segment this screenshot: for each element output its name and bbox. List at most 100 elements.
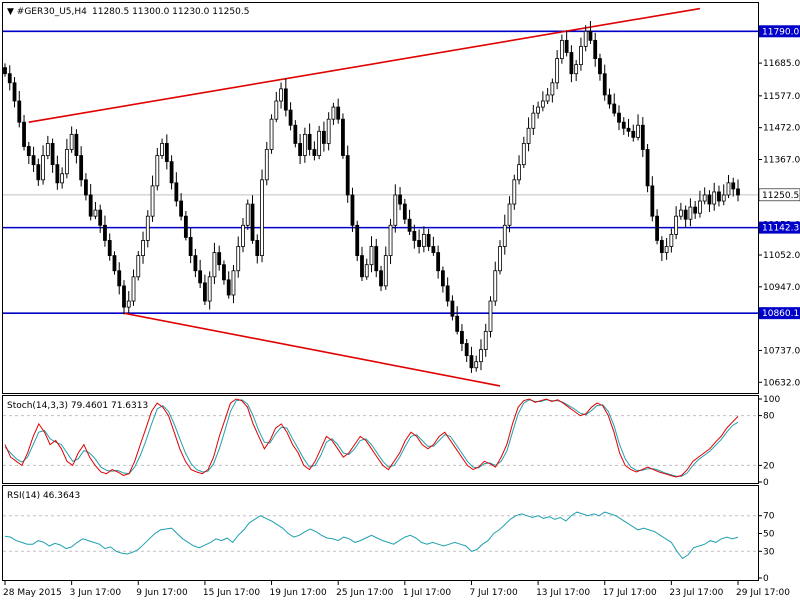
candle-body xyxy=(307,133,312,150)
candle-body xyxy=(474,361,479,369)
symbol-label[interactable]: ▼ #GER30_U5,H4 xyxy=(7,7,87,17)
candle-body xyxy=(50,143,55,166)
candle-body xyxy=(702,194,707,202)
candle-body xyxy=(417,240,421,247)
candle-body xyxy=(79,155,84,181)
candle-body xyxy=(650,185,655,217)
candle-body xyxy=(507,203,512,226)
candle-body xyxy=(421,233,426,247)
candle-body xyxy=(302,133,307,156)
candle-body xyxy=(559,39,564,59)
current-price-label: 11250.5 xyxy=(762,191,799,201)
level-label: 11142.3 xyxy=(762,224,799,234)
candle-body xyxy=(226,279,231,296)
candle-body xyxy=(283,88,288,111)
candle-body xyxy=(164,143,169,163)
candle-body xyxy=(626,127,631,132)
candle-body xyxy=(369,246,374,266)
candle-body xyxy=(464,343,469,357)
candle-body xyxy=(41,155,45,181)
candle-body xyxy=(169,161,174,184)
candle-body xyxy=(593,39,598,59)
candle-body xyxy=(60,173,65,184)
candle-body xyxy=(526,127,531,144)
candle-body xyxy=(517,164,521,181)
trendlines[interactable] xyxy=(28,7,701,387)
candle-body xyxy=(269,118,274,150)
time-axis: 28 May 2015 3 Jun 17:00 9 Jun 17:00 15 Jun … xyxy=(3,581,790,598)
candle-body xyxy=(645,149,650,187)
candle-body xyxy=(7,73,12,84)
level-label: 11790.0 xyxy=(762,27,799,37)
candle-body xyxy=(621,121,626,129)
price-tick-label: 10632.0 xyxy=(763,378,800,388)
candle-body xyxy=(555,58,560,84)
price-tick-label: 11685.0 xyxy=(763,59,800,69)
candle-body xyxy=(683,209,688,220)
price-panel-frame xyxy=(2,2,759,394)
price-axis: 11685.011577.011472.011367.011152.011052… xyxy=(758,25,800,388)
candle-body xyxy=(688,206,693,220)
stoch-main-line xyxy=(4,398,739,478)
stoch-tick-label: 0 xyxy=(763,478,769,488)
candle-body xyxy=(136,255,141,278)
candle-body xyxy=(122,285,126,308)
candle-body xyxy=(217,252,222,266)
candle-body xyxy=(331,106,336,120)
level-label-box xyxy=(759,25,800,38)
candle-body xyxy=(88,194,93,217)
candle-body xyxy=(488,300,493,332)
time-tick-label: 13 Jul 17:00 xyxy=(536,588,590,598)
candle-body xyxy=(659,240,664,253)
candle-body xyxy=(450,300,455,317)
candle-body xyxy=(117,270,122,287)
candle-body xyxy=(707,194,712,205)
candle-body xyxy=(540,100,545,108)
level-label: 10860.1 xyxy=(762,309,799,319)
stoch-tick-label: 100 xyxy=(763,395,780,405)
candle-body xyxy=(145,215,150,241)
candle-body xyxy=(231,270,236,296)
candle-body xyxy=(669,233,674,247)
candle-body xyxy=(31,155,36,166)
candle-body xyxy=(483,330,488,350)
candle-body xyxy=(431,246,436,253)
candle-body xyxy=(45,143,50,156)
candle-body xyxy=(250,203,255,241)
time-tick-label: 23 Jul 17:00 xyxy=(669,588,723,598)
rsi-title: RSI(14) 46.3643 xyxy=(7,491,80,501)
candle-body xyxy=(341,118,345,156)
candle-body xyxy=(531,112,536,129)
candle-body xyxy=(693,206,698,214)
candlestick-series xyxy=(3,20,740,373)
candle-body xyxy=(84,179,88,196)
time-tick-label: 1 Jul 17:00 xyxy=(403,588,452,598)
candle-body xyxy=(536,106,540,114)
candle-body xyxy=(574,64,579,75)
price-tick-label: 10737.0 xyxy=(763,346,800,356)
candle-body xyxy=(498,246,502,272)
candle-body xyxy=(188,237,193,256)
candle-body xyxy=(445,285,450,302)
candle-body xyxy=(255,240,260,256)
candle-body xyxy=(69,133,74,150)
candle-body xyxy=(203,282,207,302)
candle-body xyxy=(583,30,588,47)
candle-body xyxy=(360,255,364,278)
time-tick-label: 9 Jun 17:00 xyxy=(136,588,188,598)
candle-body xyxy=(636,124,640,138)
candle-body xyxy=(440,270,445,287)
trendline xyxy=(123,312,501,387)
candle-body xyxy=(274,100,279,120)
candle-body xyxy=(412,230,417,241)
candle-body xyxy=(98,209,103,226)
candle-body xyxy=(674,215,679,235)
rsi-tick-label: 0 xyxy=(763,574,769,584)
price-tick-label: 11577.0 xyxy=(763,92,800,102)
candle-body xyxy=(93,209,98,217)
candle-body xyxy=(607,94,612,105)
candle-body xyxy=(12,82,17,102)
candle-body xyxy=(479,349,483,363)
